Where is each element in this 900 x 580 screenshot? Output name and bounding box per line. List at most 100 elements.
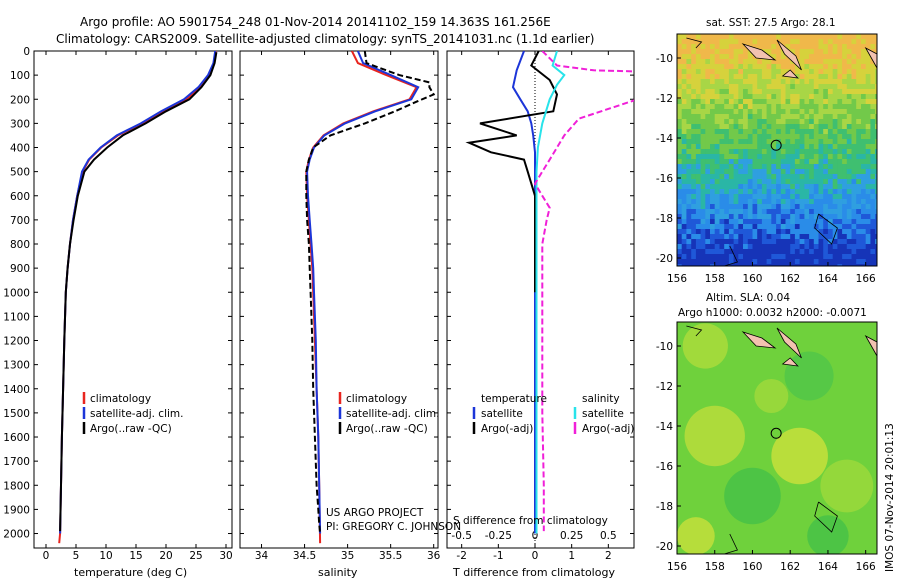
sst-cell [861, 154, 867, 160]
sst-cell [714, 194, 720, 200]
sst-cell [823, 99, 829, 105]
sst-cell [870, 224, 876, 230]
sst-cell [714, 264, 720, 266]
sst-cell [813, 149, 820, 155]
sst-cell [761, 244, 768, 250]
sst-cell [780, 209, 787, 215]
sst-cell [705, 74, 711, 80]
sst-cell [827, 154, 834, 160]
sla-anomaly [771, 427, 828, 485]
sst-cell [856, 64, 862, 70]
sst-cell [832, 234, 838, 240]
sst-cell [700, 109, 706, 115]
sst-cell [714, 69, 720, 75]
sst-cell [705, 49, 711, 55]
sst-cell [771, 79, 777, 85]
argo-float-marker [770, 427, 782, 439]
sst-cell [851, 54, 857, 60]
sst-cell [790, 89, 796, 95]
sst-cell [757, 169, 763, 175]
sst-cell [785, 124, 791, 130]
sst-cell [728, 94, 735, 100]
bathymetry-contour [686, 325, 703, 337]
sst-cell [794, 244, 801, 250]
sst-cell [861, 114, 867, 120]
sst-cell [710, 64, 716, 70]
sst-cell [794, 99, 801, 105]
sst-cell [799, 99, 805, 105]
sst-cell [804, 239, 810, 245]
sst-cell [785, 89, 791, 95]
sst-cell [846, 249, 853, 255]
sst-cell [794, 264, 801, 266]
sst-cell [818, 79, 824, 85]
sst-cell [846, 74, 853, 80]
sst-cell [761, 179, 768, 185]
sst-cell [785, 219, 791, 225]
sst-cell [818, 134, 824, 140]
sst-cell [705, 194, 711, 200]
sst-cell [837, 109, 843, 115]
sst-cell [752, 249, 758, 255]
sst-cell [766, 214, 772, 220]
sst-cell [832, 209, 838, 215]
sst-cell [827, 69, 834, 75]
sst-cell [733, 74, 739, 80]
sst-cell [875, 164, 877, 170]
sst-cell [846, 119, 853, 125]
sst-cell [771, 189, 777, 195]
sst-cell [813, 239, 820, 245]
sst-cell [677, 194, 683, 200]
sst-cell [761, 264, 768, 266]
sst-cell [771, 259, 777, 265]
sst-cell [728, 194, 735, 200]
sst-cell [865, 239, 871, 245]
sst-cell [761, 254, 768, 260]
sst-cell [724, 109, 730, 115]
sst-cell [799, 104, 805, 110]
sst-cell [771, 254, 777, 260]
sst-cell [710, 99, 716, 105]
sst-cell [846, 234, 853, 240]
sst-cell [832, 179, 838, 185]
s-tick-label: 0 [532, 530, 539, 542]
sst-cell [790, 204, 796, 210]
sst-cell [757, 34, 763, 40]
sst-cell [724, 169, 730, 175]
sst-cell [686, 204, 692, 210]
sst-cell [686, 234, 692, 240]
sst-cell [776, 79, 782, 85]
sst-cell [870, 79, 876, 85]
sst-cell [776, 64, 782, 70]
sst-cell [790, 214, 796, 220]
sst-cell [743, 69, 749, 75]
sst-cell [846, 254, 853, 260]
sst-cell [790, 154, 796, 160]
sst-cell [776, 129, 782, 135]
sst-cell [837, 234, 843, 240]
sst-cell [738, 179, 744, 185]
sst-cell [681, 169, 687, 175]
sst-cell [813, 119, 820, 125]
sst-cell [870, 259, 876, 265]
sst-cell [700, 154, 706, 160]
sst-cell [738, 239, 744, 245]
sst-cell [705, 39, 711, 45]
sst-cell [804, 64, 810, 70]
lat-tick-label: -14 [656, 133, 673, 145]
sst-cell [861, 64, 867, 70]
sst-cell [747, 209, 754, 215]
sst-cell [757, 164, 763, 170]
sst-cell [875, 234, 877, 240]
sst-cell [809, 124, 815, 130]
sst-cell [724, 134, 730, 140]
sst-cell [870, 179, 876, 185]
sst-cell [870, 114, 876, 120]
sst-cell [776, 204, 782, 210]
sst-cell [804, 214, 810, 220]
sst-cell [724, 139, 730, 145]
sst-cell [757, 244, 763, 250]
sst-cell [691, 249, 697, 255]
sst-cell [785, 64, 791, 70]
sst-cell [677, 239, 683, 245]
